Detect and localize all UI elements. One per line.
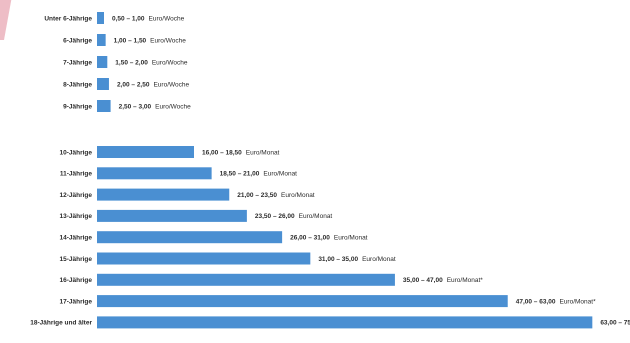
value-label: 21,00 – 23,50 Euro/Monat: [237, 192, 315, 199]
value-label: 2,50 – 3,00 Euro/Woche: [119, 103, 192, 110]
value-label: 1,00 – 1,50 Euro/Woche: [114, 37, 187, 44]
value-label: 23,50 – 26,00 Euro/Monat: [255, 213, 333, 220]
value-range: 2,00 – 2,50: [117, 81, 150, 88]
value-unit: Euro/Monat: [263, 171, 297, 178]
value-range: 18,50 – 21,00: [220, 171, 260, 178]
bar: [97, 167, 212, 180]
bar: [97, 273, 395, 286]
category-label: 13-Jährige: [59, 213, 92, 220]
value-unit: Euro/Monat: [299, 213, 333, 220]
value-range: 31,00 – 35,00: [318, 256, 358, 263]
category-label: 7-Jährige: [63, 59, 92, 66]
category-label: 9-Jährige: [63, 103, 92, 110]
category-label: 10-Jährige: [59, 149, 92, 156]
bar: [97, 12, 104, 24]
bar: [97, 252, 311, 265]
bar: [97, 34, 106, 46]
value-unit: Euro/Woche: [149, 15, 185, 22]
value-label: 47,00 – 63,00 Euro/Monat*: [516, 298, 596, 305]
category-label: 11-Jährige: [60, 171, 93, 178]
category-label: 15-Jährige: [59, 256, 92, 263]
category-label: Unter 6-Jährige: [44, 15, 92, 22]
value-range: 0,50 – 1,00: [112, 15, 145, 22]
value-unit: Euro/Monat: [362, 256, 396, 263]
corner-decoration: [0, 0, 12, 40]
category-label: 12-Jährige: [59, 192, 92, 199]
value-unit: Euro/Monat*: [559, 298, 596, 305]
value-range: 23,50 – 26,00: [255, 213, 295, 220]
value-range: 35,00 – 47,00: [403, 277, 443, 284]
value-label: 31,00 – 35,00 Euro/Monat: [318, 256, 396, 263]
value-range: 63,00 – 75,00: [600, 320, 630, 327]
value-label: 16,00 – 18,50 Euro/Monat: [202, 149, 280, 156]
value-unit: Euro/Monat: [334, 235, 368, 242]
bar: [97, 146, 194, 158]
value-label: 0,50 – 1,00 Euro/Woche: [112, 15, 185, 22]
category-label: 14-Jährige: [59, 235, 92, 242]
bar: [97, 78, 109, 90]
value-unit: Euro/Monat: [281, 192, 315, 199]
value-label: 35,00 – 47,00 Euro/Monat*: [403, 277, 483, 284]
value-range: 2,50 – 3,00: [119, 103, 152, 110]
value-unit: Euro/Woche: [153, 81, 189, 88]
value-range: 1,00 – 1,50: [114, 37, 147, 44]
value-label: 2,00 – 2,50 Euro/Woche: [117, 81, 190, 88]
value-unit: Euro/Woche: [152, 59, 188, 66]
value-range: 16,00 – 18,50: [202, 149, 242, 156]
value-label: 26,00 – 31,00 Euro/Monat: [290, 235, 368, 242]
bar: [97, 100, 111, 112]
bar: [97, 56, 108, 68]
bar: [97, 188, 230, 201]
bar: [97, 231, 283, 244]
category-label: 8-Jährige: [63, 81, 92, 88]
value-range: 47,00 – 63,00: [516, 298, 556, 305]
category-label: 18-Jährige und älter: [30, 320, 92, 327]
bar: [97, 295, 508, 308]
bar: [97, 316, 593, 329]
category-label: 6-Jährige: [63, 37, 92, 44]
value-label: 1,50 – 2,00 Euro/Woche: [115, 59, 188, 66]
value-range: 26,00 – 31,00: [290, 235, 330, 242]
category-label: 17-Jährige: [59, 298, 92, 305]
value-range: 1,50 – 2,00: [115, 59, 148, 66]
value-unit: Euro/Woche: [155, 103, 191, 110]
category-label: 16-Jährige: [59, 277, 92, 284]
bar: [97, 209, 247, 222]
value-unit: Euro/Woche: [150, 37, 186, 44]
value-unit: Euro/Monat*: [447, 277, 484, 284]
value-range: 21,00 – 23,50: [237, 192, 277, 199]
value-label: 18,50 – 21,00 Euro/Monat: [220, 171, 298, 178]
value-unit: Euro/Monat: [246, 149, 280, 156]
